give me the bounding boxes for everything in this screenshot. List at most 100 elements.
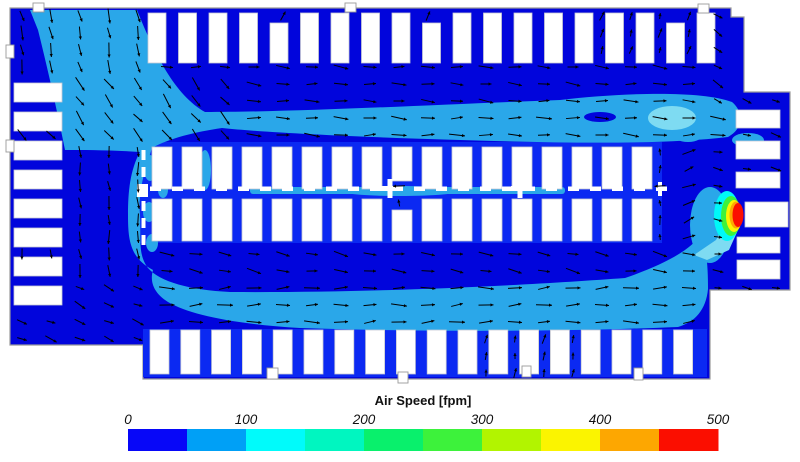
top-row-rack bbox=[208, 12, 228, 64]
velocity-arrow-head bbox=[344, 285, 348, 289]
velocity-arrow-head bbox=[461, 320, 465, 324]
aisle-dash bbox=[194, 186, 205, 191]
velocity-arrow-head bbox=[427, 11, 431, 15]
velocity-arrow-head bbox=[664, 117, 668, 121]
velocity-arrow-head bbox=[136, 153, 140, 157]
center-lower-row-rack bbox=[271, 198, 293, 242]
velocity-arrow-head bbox=[227, 269, 231, 273]
velocity-arrow-head bbox=[316, 100, 320, 104]
center-upper-row-rack bbox=[301, 146, 323, 190]
center-lower-row-rack bbox=[421, 198, 443, 242]
velocity-arrow-head bbox=[633, 82, 637, 86]
velocity-arrow-head bbox=[79, 205, 83, 209]
velocity-arrow-head bbox=[52, 135, 56, 139]
velocity-arrow-head bbox=[546, 269, 550, 273]
velocity-arrow-head bbox=[513, 335, 517, 339]
velocity-arrow-head bbox=[107, 154, 111, 158]
velocity-arrow-head bbox=[286, 303, 290, 307]
velocity-arrow-head bbox=[548, 116, 552, 121]
velocity-arrow-head bbox=[605, 270, 609, 274]
velocity-arrow-head bbox=[49, 53, 53, 57]
bottom-row-rack bbox=[334, 329, 355, 375]
velocity-arrow-head bbox=[747, 167, 751, 171]
velocity-arrow-head bbox=[547, 66, 551, 70]
velocity-arrow-head bbox=[518, 83, 522, 87]
velocity-arrow-head bbox=[81, 338, 86, 342]
velocity-arrow-head bbox=[605, 253, 609, 257]
velocity-arrow-head bbox=[227, 285, 231, 289]
aisle-dash bbox=[172, 186, 183, 191]
velocity-arrow-head bbox=[403, 117, 407, 121]
velocity-arrow-head bbox=[687, 29, 691, 33]
center-lower-row-rack bbox=[481, 198, 503, 242]
velocity-arrow-head bbox=[168, 136, 172, 140]
velocity-arrow-head bbox=[196, 137, 200, 141]
center-lower-row-rack bbox=[391, 209, 413, 242]
colorbar-legend: Air Speed [fpm] 0 100 200 300 400 500 bbox=[124, 393, 730, 451]
colorbar-segment bbox=[187, 429, 247, 451]
velocity-arrow-head bbox=[688, 11, 692, 16]
colorbar-segment bbox=[305, 429, 365, 451]
center-lower-row-rack bbox=[451, 198, 473, 242]
velocity-arrow-head bbox=[431, 253, 435, 257]
velocity-arrow-head bbox=[108, 20, 112, 24]
velocity-arrow-head bbox=[605, 133, 609, 137]
velocity-arrow-head bbox=[431, 303, 435, 307]
velocity-arrow-head bbox=[229, 303, 233, 307]
velocity-arrow-head bbox=[107, 171, 111, 175]
velocity-arrow-head bbox=[196, 87, 200, 91]
wall-vent-notch bbox=[266, 367, 279, 380]
velocity-arrow-head bbox=[658, 47, 662, 51]
velocity-arrow-head bbox=[139, 138, 143, 142]
top-row-rack bbox=[605, 12, 624, 64]
top-row-rack bbox=[330, 12, 350, 64]
velocity-arrow-head bbox=[490, 116, 494, 120]
velocity-arrow-head bbox=[658, 148, 662, 152]
velocity-arrow-head bbox=[344, 254, 349, 258]
velocity-arrow-head bbox=[548, 303, 552, 307]
velocity-arrow-head bbox=[316, 134, 320, 138]
velocity-arrow-head bbox=[110, 321, 114, 325]
velocity-arrow-head bbox=[777, 134, 782, 138]
velocity-arrow-head bbox=[459, 302, 463, 306]
velocity-arrow-head bbox=[110, 338, 114, 342]
velocity-arrow-head bbox=[488, 82, 492, 86]
island-end-dash bbox=[141, 150, 146, 160]
velocity-arrow-head bbox=[199, 302, 203, 306]
wall-vent-notch bbox=[5, 139, 15, 153]
velocity-arrow-head bbox=[692, 286, 696, 290]
velocity-arrow-head bbox=[403, 133, 407, 137]
velocity-arrow-head bbox=[431, 65, 435, 70]
velocity-arrow-head bbox=[257, 116, 261, 120]
velocity-arrow-head bbox=[718, 33, 723, 37]
top-row-rack bbox=[422, 22, 441, 64]
velocity-arrow-head bbox=[605, 285, 609, 289]
velocity-arrow-head bbox=[635, 321, 639, 325]
velocity-arrow-head bbox=[718, 66, 723, 70]
velocity-arrow-head bbox=[21, 51, 25, 56]
velocity-arrow-head bbox=[199, 252, 203, 256]
velocity-arrow-head bbox=[78, 274, 82, 278]
aisle-dash bbox=[502, 186, 513, 191]
bottom-row-rack bbox=[642, 329, 663, 375]
bottom-row-rack bbox=[395, 329, 416, 375]
colorbar-segment bbox=[246, 429, 306, 451]
velocity-arrow-head bbox=[344, 270, 348, 274]
side-rack bbox=[13, 82, 63, 103]
velocity-arrow-head bbox=[258, 286, 262, 290]
velocity-arrow-head bbox=[140, 322, 144, 326]
velocity-arrow-head bbox=[719, 168, 723, 172]
velocity-arrow-head bbox=[138, 338, 143, 342]
velocity-arrow-head bbox=[226, 65, 230, 69]
velocity-arrow-head bbox=[431, 269, 435, 273]
velocity-arrow-head bbox=[432, 286, 436, 291]
aisle-dash bbox=[348, 186, 359, 191]
velocity-arrow-head bbox=[282, 11, 286, 16]
colorbar-segment bbox=[128, 429, 188, 451]
center-lower-row-rack bbox=[241, 198, 263, 242]
velocity-arrow-head bbox=[692, 65, 696, 69]
velocity-arrow-head bbox=[110, 136, 114, 140]
aisle-dash bbox=[634, 186, 645, 191]
velocity-arrow-head bbox=[79, 255, 83, 259]
